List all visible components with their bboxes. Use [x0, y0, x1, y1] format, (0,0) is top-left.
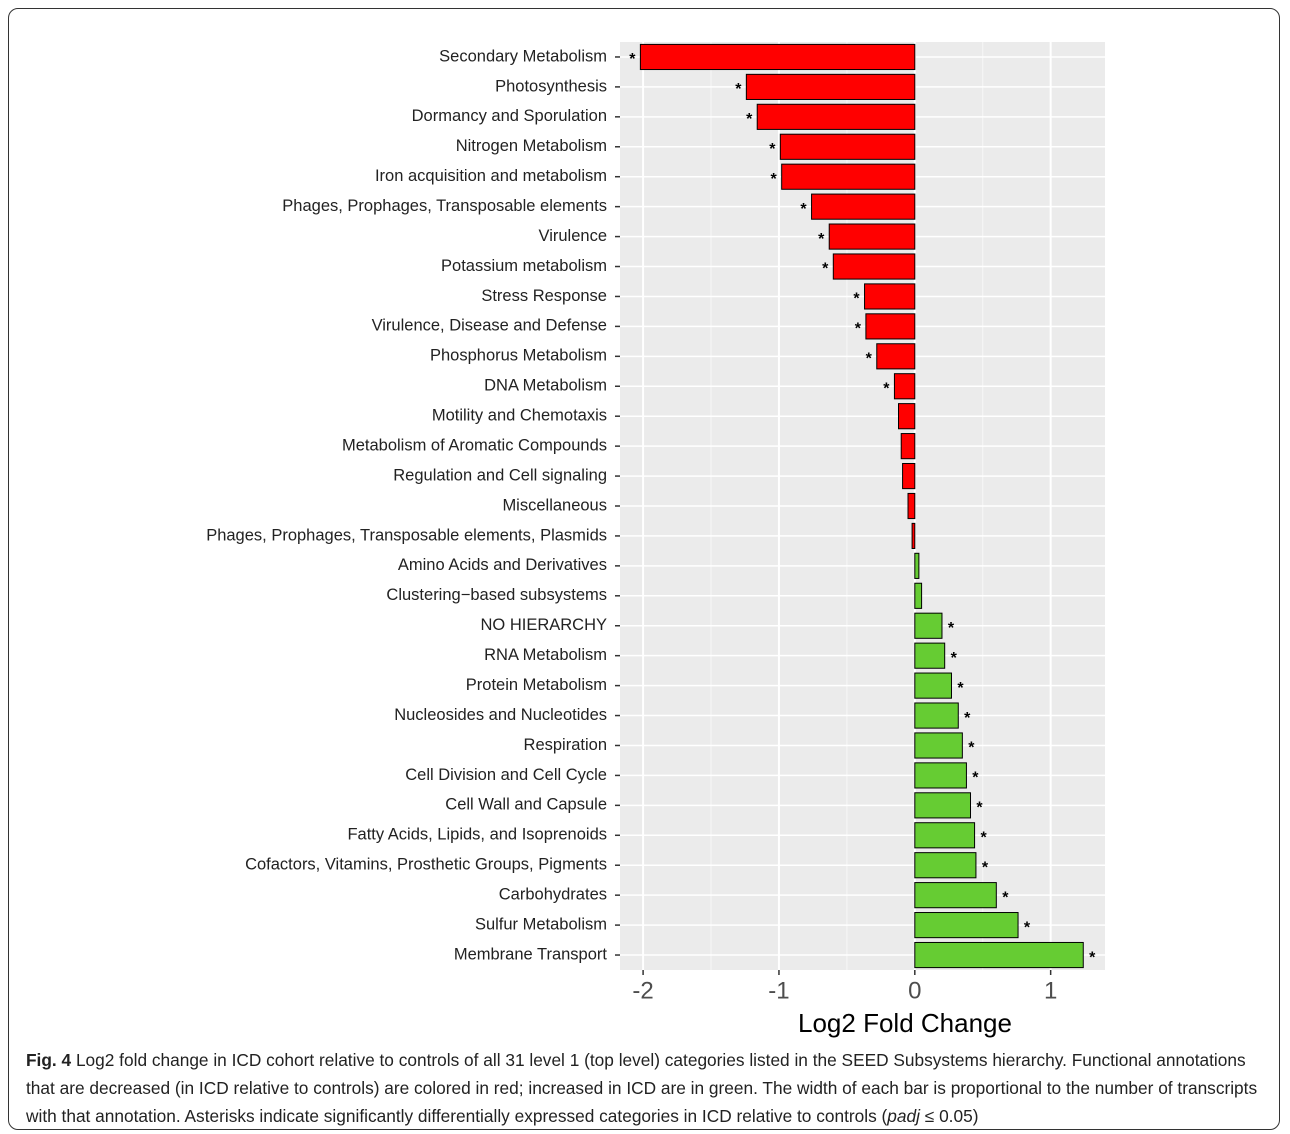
- y-tick-label: Membrane Transport: [454, 945, 608, 963]
- bar: [902, 462, 916, 490]
- bar: [811, 193, 916, 220]
- bar: [832, 253, 916, 280]
- significance-marker: *: [964, 710, 971, 727]
- bar: [914, 882, 997, 909]
- bar: [914, 852, 977, 879]
- x-tick-label: 1: [1044, 977, 1057, 1004]
- bar: [779, 133, 916, 160]
- x-tick-label: -2: [632, 977, 653, 1004]
- caption-label: Fig. 4: [26, 1050, 72, 1070]
- figure-frame: [8, 8, 1280, 1130]
- y-tick-label: Amino Acids and Derivatives: [398, 556, 607, 574]
- significance-marker: *: [951, 650, 958, 667]
- y-tick-label: Phages, Prophages, Transposable elements…: [206, 526, 607, 544]
- x-tick-label: 0: [908, 977, 921, 1004]
- y-tick-label: Motility and Chemotaxis: [432, 407, 607, 425]
- bar: [639, 43, 916, 71]
- chart: Log2 Fold Change -2 -1 0 1 Secondary Metabol…: [206, 42, 1105, 1038]
- y-tick-label: Cell Wall and Capsule: [445, 796, 607, 814]
- bar: [914, 941, 1084, 969]
- y-tick-label: Photosynthesis: [495, 77, 607, 95]
- significance-marker: *: [771, 171, 778, 188]
- bar: [756, 103, 916, 130]
- bar: [828, 223, 916, 250]
- significance-marker: *: [800, 201, 807, 218]
- bar: [781, 163, 916, 190]
- significance-marker: *: [948, 620, 955, 637]
- y-tick-label: Nitrogen Metabolism: [456, 137, 607, 155]
- significance-marker: *: [1089, 949, 1096, 966]
- significance-marker: *: [883, 380, 890, 397]
- bar: [865, 313, 916, 340]
- bar: [911, 522, 916, 550]
- caption-italic: padj: [887, 1106, 920, 1126]
- bar: [876, 343, 916, 370]
- y-tick-label: Metabolism of Aromatic Compounds: [342, 436, 607, 454]
- bar: [914, 612, 943, 639]
- bar: [914, 702, 959, 729]
- y-tick-label: Protein Metabolism: [466, 676, 607, 694]
- significance-marker: *: [818, 231, 825, 248]
- significance-marker: *: [980, 830, 987, 847]
- significance-marker: *: [822, 261, 829, 278]
- y-tick-label: RNA Metabolism: [484, 646, 607, 664]
- caption-end: ≤ 0.05): [919, 1106, 979, 1126]
- bar: [914, 552, 920, 579]
- bar: [914, 792, 972, 819]
- significance-marker: *: [629, 51, 636, 68]
- y-tick-label: Respiration: [524, 736, 607, 754]
- x-axis-label: Log2 Fold Change: [798, 1008, 1012, 1038]
- caption-text: Log2 fold change in ICD cohort relative …: [26, 1050, 1258, 1126]
- bar: [914, 732, 963, 759]
- y-tick-label: Cell Division and Cell Cycle: [405, 766, 607, 784]
- y-tick-label: NO HIERARCHY: [480, 616, 607, 634]
- bar: [914, 762, 967, 789]
- y-tick-label: Miscellaneous: [502, 496, 607, 514]
- significance-marker: *: [855, 321, 862, 338]
- significance-marker: *: [769, 141, 776, 158]
- bar: [745, 73, 916, 100]
- y-tick-label: Potassium metabolism: [441, 257, 607, 275]
- bar: [898, 403, 916, 430]
- bar: [914, 672, 952, 699]
- caption: Fig. 4 Log2 fold change in ICD cohort re…: [26, 1046, 1271, 1130]
- bar: [914, 912, 1019, 939]
- y-tick-label: Phosphorus Metabolism: [430, 347, 607, 365]
- y-tick-label: Nucleosides and Nucleotides: [394, 706, 607, 724]
- significance-marker: *: [746, 111, 753, 128]
- bar: [914, 582, 923, 609]
- bar: [864, 283, 916, 310]
- significance-marker: *: [982, 859, 989, 876]
- y-tick-label: Iron acquisition and metabolism: [375, 167, 607, 185]
- significance-marker: *: [968, 740, 975, 757]
- significance-marker: *: [1002, 889, 1009, 906]
- bar: [893, 373, 916, 400]
- x-tick-label: -1: [768, 977, 789, 1004]
- y-tick-label: Secondary Metabolism: [439, 47, 607, 65]
- significance-marker: *: [972, 770, 979, 787]
- y-tick-label: DNA Metabolism: [484, 377, 607, 395]
- bar: [914, 822, 976, 849]
- significance-marker: *: [735, 81, 742, 98]
- significance-marker: *: [1024, 919, 1031, 936]
- y-tick-label: Fatty Acids, Lipids, and Isoprenoids: [347, 826, 607, 844]
- significance-marker: *: [853, 291, 860, 308]
- bar: [914, 642, 946, 669]
- y-tick-label: Sulfur Metabolism: [475, 915, 607, 933]
- y-tick-label: Phages, Prophages, Transposable elements: [282, 197, 607, 215]
- y-tick-label: Clustering−based subsystems: [386, 586, 607, 604]
- bar: [907, 492, 916, 520]
- y-tick-label: Carbohydrates: [499, 886, 607, 904]
- y-tick-label: Virulence, Disease and Defense: [372, 317, 607, 335]
- bar: [900, 433, 916, 460]
- significance-marker: *: [957, 680, 964, 697]
- y-tick-label: Virulence: [539, 227, 608, 245]
- y-tick-label: Cofactors, Vitamins, Prosthetic Groups, …: [245, 856, 607, 874]
- y-tick-label: Stress Response: [481, 287, 607, 305]
- y-tick-label: Regulation and Cell signaling: [393, 466, 607, 484]
- significance-marker: *: [976, 800, 983, 817]
- significance-marker: *: [866, 351, 873, 368]
- y-tick-label: Dormancy and Sporulation: [412, 107, 607, 125]
